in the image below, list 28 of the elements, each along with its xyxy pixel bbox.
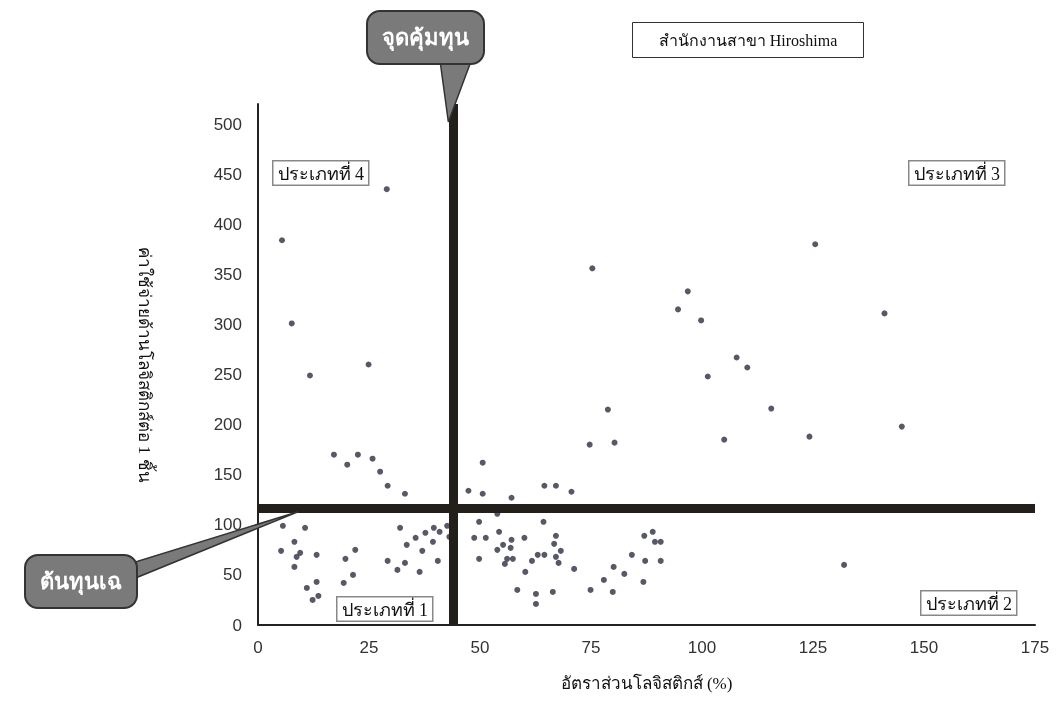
x-tick-label: 25	[359, 638, 379, 657]
y-tick-label: 200	[213, 415, 242, 435]
x-tick-label: 0	[253, 638, 263, 657]
x-axis-title: อัตราส่วนโลจิสติกส์ (%)	[560, 673, 733, 693]
x-tick-label: 150	[909, 638, 939, 657]
annotation: ประเภทที่ 1	[341, 596, 428, 620]
annotation: ประเภทที่ 3	[913, 160, 1000, 184]
x-tick-label: 175	[1020, 638, 1050, 657]
ref-line-label: จุดคุ้มทุน	[366, 10, 486, 65]
y-tick-label: 50	[223, 565, 242, 585]
y-tick-label: 0	[232, 615, 242, 635]
y-tick-label: 300	[213, 314, 242, 334]
annotation: ประเภทที่ 4	[277, 160, 364, 184]
y-tick-label: 400	[213, 214, 242, 234]
y-tick-label: 450	[213, 164, 242, 184]
x-tick-label: 75	[581, 638, 601, 657]
annotation: ประเภทที่ 2	[925, 590, 1012, 614]
y-tick-label: 100	[213, 515, 242, 535]
x-tick-label: 125	[798, 638, 828, 657]
y-tick-label: 250	[213, 365, 242, 385]
x-tick-label: 50	[470, 638, 490, 657]
y-tick-label: 150	[213, 465, 242, 485]
chart-title: สำนักงานสาขา Hiroshima	[658, 31, 838, 49]
y-tick-label: 350	[213, 264, 242, 284]
x-tick-label: 100	[687, 638, 717, 657]
y-axis-title: ค่าใช้จ่ายด้านโลจิสติกส์ต่อ 1 ชิ้น	[135, 246, 157, 483]
y-tick-label: 500	[213, 114, 242, 134]
ref-line-label: ต้นทุนเฉ	[24, 553, 138, 609]
